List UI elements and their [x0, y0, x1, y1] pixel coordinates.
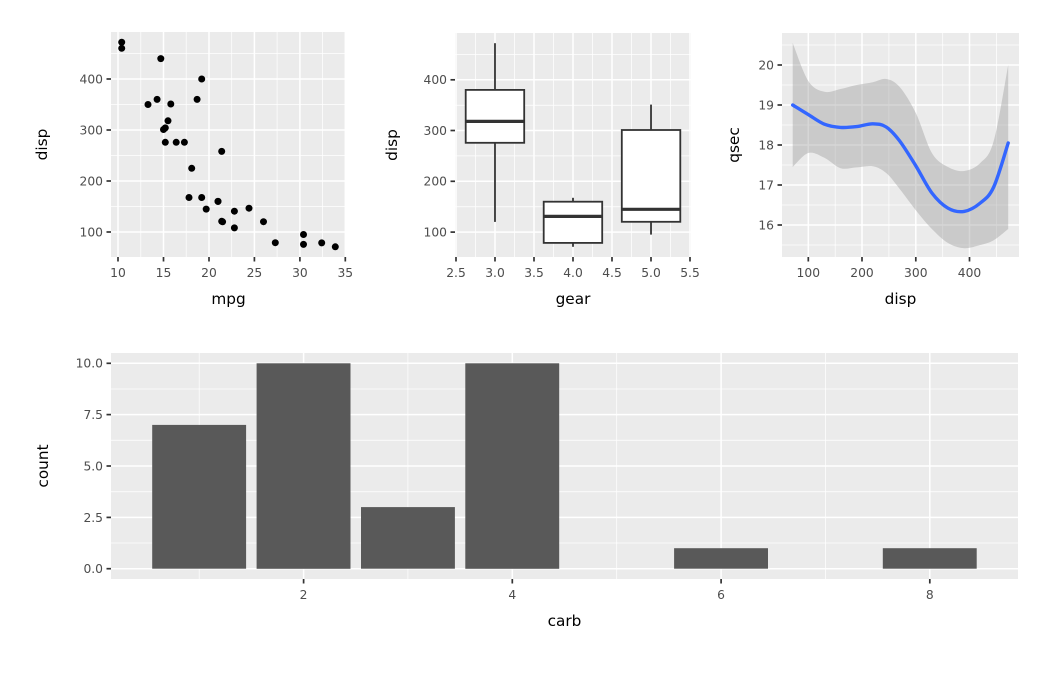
x-tick-label: 100 — [797, 266, 820, 280]
y-tick-label: 18 — [758, 138, 774, 152]
data-point — [260, 218, 267, 226]
box — [620, 129, 682, 223]
bar — [465, 363, 560, 569]
x-tick-label: 4.0 — [563, 266, 583, 280]
bar-count-by-carb: 2 4 6 8 0.0 2.5 5.0 7.5 10.0 carb count — [34, 353, 1018, 630]
x-tick-label: 200 — [850, 266, 873, 280]
bar — [674, 548, 768, 569]
data-point — [185, 194, 193, 201]
y-tick-label: 100 — [424, 226, 447, 240]
data-point — [300, 231, 307, 238]
data-point — [144, 101, 152, 108]
y-tick-label: 200 — [424, 175, 447, 189]
y-tick-label: 300 — [424, 124, 447, 138]
y-tick-label: 16 — [758, 218, 774, 232]
data-point — [118, 44, 126, 52]
x-tick-label: 15 — [156, 266, 172, 280]
data-point — [245, 204, 253, 212]
x-tick-label: 4.5 — [602, 266, 622, 280]
y-tick-label: 2.5 — [83, 511, 103, 525]
x-tick-label: 3.0 — [485, 266, 505, 280]
data-point — [198, 194, 206, 201]
x-tick-label: 10 — [110, 266, 126, 280]
bar — [882, 548, 977, 569]
data-point — [160, 126, 167, 133]
data-point — [300, 240, 307, 248]
x-axis-title: carb — [548, 612, 582, 630]
data-point — [271, 239, 279, 247]
x-tick-label: 2.5 — [446, 266, 466, 280]
data-point — [202, 205, 210, 213]
data-point — [331, 243, 339, 251]
confidence-ribbon — [792, 43, 1009, 249]
x-tick-label: 300 — [904, 266, 927, 280]
data-point — [167, 100, 175, 108]
y-tick-label: 10.0 — [76, 357, 103, 371]
data-point — [198, 75, 206, 83]
x-tick-label: 30 — [292, 266, 308, 280]
x-tick-label: 2 — [300, 588, 308, 602]
y-tick-label: 19 — [758, 98, 774, 112]
y-tick-label: 7.5 — [83, 408, 103, 422]
y-axis-title: disp — [33, 129, 51, 161]
x-tick-label: 5.5 — [680, 266, 700, 280]
data-point — [118, 38, 126, 46]
smooth-line — [791, 103, 1010, 214]
data-point — [218, 147, 226, 155]
y-tick-label: 400 — [424, 73, 447, 87]
bar — [152, 424, 247, 569]
data-point — [318, 239, 326, 247]
y-tick-label: 100 — [80, 225, 103, 239]
x-tick-label: 400 — [958, 266, 981, 280]
x-tick-label: 20 — [201, 266, 217, 280]
y-tick-label: 400 — [80, 72, 103, 86]
x-tick-label: 4 — [508, 588, 516, 602]
bar — [361, 507, 455, 569]
y-tick-label: 200 — [80, 174, 103, 188]
scatter-disp-vs-mpg-panel — [111, 32, 346, 257]
y-tick-label: 20 — [758, 58, 774, 72]
x-tick-label: 8 — [926, 588, 934, 602]
data-point — [172, 138, 180, 146]
y-tick-label: 17 — [758, 178, 774, 192]
x-axis-title: gear — [556, 290, 591, 308]
y-tick-label: 300 — [80, 123, 103, 137]
boxplot-disp-by-gear: 2.5 3.0 3.5 4.0 4.5 5.0 5.5 100 200 300 400 gear dis… — [383, 33, 700, 308]
scatter-disp-vs-mpg: 10 15 20 25 30 35 100 200 300 400 mpg disp — [33, 32, 353, 308]
box — [464, 89, 526, 144]
y-tick-label: 5.0 — [83, 459, 103, 473]
y-axis-title: count — [34, 444, 52, 487]
data-point — [188, 164, 196, 172]
data-point — [153, 95, 161, 103]
box — [542, 200, 604, 244]
y-tick-label: 0.0 — [83, 562, 103, 576]
data-point — [230, 207, 238, 215]
data-point — [164, 117, 172, 125]
data-point — [193, 95, 201, 103]
x-tick-label: 5.0 — [641, 266, 661, 280]
x-tick-label: 3.5 — [524, 266, 544, 280]
data-point — [180, 138, 188, 146]
data-point — [214, 197, 222, 205]
x-tick-label: 35 — [337, 266, 353, 280]
bar — [256, 363, 351, 569]
smooth-qsec-vs-disp: 100 200 300 400 16 17 18 19 20 disp qsec — [725, 33, 1019, 308]
data-point — [157, 55, 165, 63]
data-point — [161, 138, 169, 146]
x-axis-title: mpg — [211, 290, 245, 308]
y-axis-title: disp — [383, 129, 401, 161]
data-point — [230, 224, 238, 232]
x-tick-label: 6 — [717, 588, 725, 602]
y-axis-title: qsec — [725, 127, 743, 163]
data-point — [218, 217, 226, 225]
x-tick-label: 25 — [247, 266, 263, 280]
x-axis-title: disp — [885, 290, 917, 308]
